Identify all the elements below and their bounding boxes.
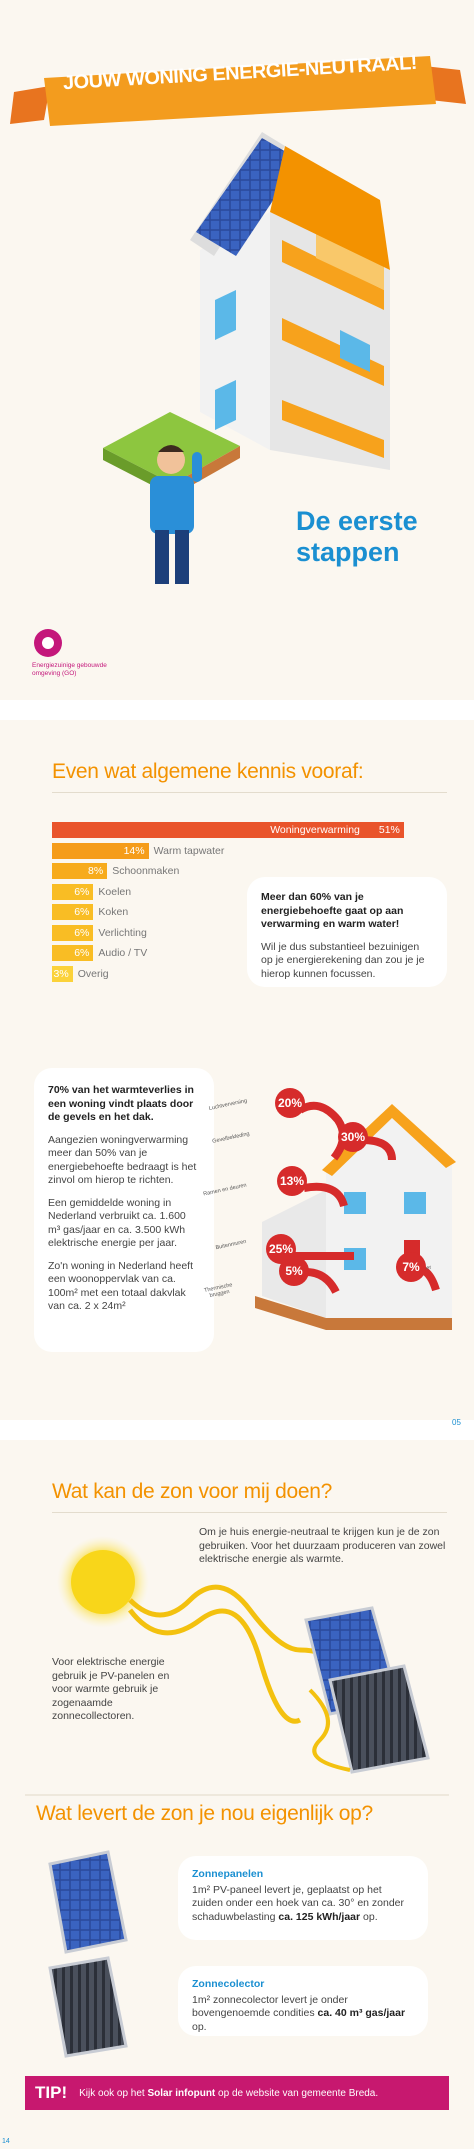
heat-loss-card: 70% van het warmteverlies in een woning …	[34, 1068, 214, 1352]
pv-card: Zonnepanelen 1m² PV-paneel levert je, ge…	[178, 1856, 428, 1940]
category-label: Woningverwarming	[270, 824, 360, 836]
tip-label: TIP!	[35, 2083, 68, 2102]
callout-text: Wil je dus substantieel bezuinigen op je…	[261, 940, 425, 980]
page-number: 14	[2, 2138, 10, 2145]
callout-heading: Meer dan 60% van je energiebehoefte gaat…	[261, 891, 404, 930]
sun-note: Voor elektrische energie gebruik je PV-p…	[52, 1656, 170, 1722]
category-label: Schoonmaken	[112, 865, 180, 877]
value-label: 14%	[123, 844, 145, 857]
pv-yield: ca. 125 kWh/jaar	[278, 1910, 361, 1923]
bar	[52, 945, 94, 961]
pv-text: 1m² PV-paneel levert je, geplaatst op he…	[192, 1883, 405, 1923]
bar	[52, 883, 94, 900]
banner	[10, 56, 466, 126]
value-label: 3%	[53, 967, 69, 980]
heat-loss-value: 20%	[277, 1096, 303, 1110]
category-label: Warm tapwater	[153, 844, 225, 857]
value-label: 6%	[74, 906, 90, 918]
sun-intro: Om je huis energie-neutraal te krijgen k…	[199, 1526, 446, 1565]
collector-heading: Zonnecolector	[192, 1978, 265, 1990]
heat-loss-circle	[279, 1256, 309, 1286]
divider	[52, 1512, 447, 1513]
cover-subtitle: De eerste stappen	[296, 506, 418, 567]
value-label: 6%	[74, 885, 90, 898]
bar	[52, 965, 73, 982]
section-title: Even wat algemene kennis vooraf:	[52, 760, 364, 783]
section-title: Wat kan de zon voor mij doen?	[52, 1480, 333, 1503]
value-label: 6%	[74, 926, 90, 939]
category-label: Koelen	[98, 885, 132, 898]
heat-loss-heading: 70% van het warmteverlies in een woning …	[48, 1084, 194, 1123]
bar	[52, 863, 108, 879]
value-label: 8%	[88, 865, 104, 877]
yield-panels	[48, 1850, 128, 2058]
collector-card: Zonnecolector 1m² zonnecolector levert j…	[178, 1966, 428, 2036]
heat-loss-circle	[396, 1252, 426, 1282]
tip-text: Kijk ook op het	[79, 2087, 148, 2099]
bar	[52, 842, 149, 859]
pv-heading: Zonnepanelen	[192, 1868, 264, 1880]
heat-loss-value: 7%	[402, 1260, 420, 1274]
category-label: Overig	[77, 967, 109, 980]
heat-loss-circle	[275, 1088, 305, 1118]
category-label: Koken	[98, 906, 129, 918]
callout-card: Meer dan 60% van je energiebehoefte gaat…	[247, 877, 447, 987]
heat-loss-value: 30%	[340, 1130, 366, 1144]
heat-loss-circle	[338, 1122, 368, 1152]
bar	[52, 924, 94, 941]
heat-loss-value: 13%	[279, 1174, 305, 1188]
value-label: 51%	[378, 824, 400, 836]
collector-text-end: op.	[192, 2020, 207, 2033]
tip-text-end: op de website van gemeente Breda.	[215, 2087, 379, 2099]
tip-link: Solar infopunt	[147, 2087, 216, 2099]
logo-text: Energiezuinige gebouwde omgeving (GO)	[32, 662, 107, 677]
bar	[52, 822, 404, 838]
house-illustration	[103, 132, 390, 584]
heat-loss-paragraph: Aangezien woningverwarming meer dan 50% …	[48, 1133, 197, 1187]
pv-text-end: op.	[360, 1910, 378, 1923]
divider	[52, 792, 447, 793]
energy-bar-chart: 51% Woningverwarming 14% Warm tapwater 8% Sch…	[52, 822, 472, 992]
heat-loss-value: 5%	[285, 1264, 303, 1278]
heat-loss-value: 25%	[268, 1242, 294, 1256]
sun-illustration	[57, 1536, 430, 1774]
collector-yield: ca. 40 m³ gas/jaar	[317, 2007, 406, 2019]
value-label: 6%	[74, 947, 90, 959]
heat-loss-paragraph: Een gemiddelde woning in Nederland verbr…	[48, 1196, 186, 1250]
collector-text: 1m² zonnecolector levert je onder boveng…	[192, 1993, 348, 2020]
tip-bar: TIP! Kijk ook op het Solar infopunt op d…	[25, 2076, 449, 2110]
heat-loss-circle	[277, 1166, 307, 1196]
section-title: Wat levert de zon je nou eigenlijk op?	[36, 1802, 373, 1825]
logo	[34, 629, 62, 657]
category-label: Audio / TV	[98, 947, 148, 959]
bar	[52, 904, 94, 920]
page-number: 05	[452, 1418, 461, 1427]
category-label: Verlichting	[98, 926, 147, 939]
heat-loss-paragraph: Zo'n woning in Nederland heeft een woono…	[48, 1259, 194, 1313]
